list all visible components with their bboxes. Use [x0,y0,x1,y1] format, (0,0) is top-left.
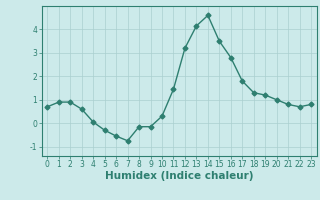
X-axis label: Humidex (Indice chaleur): Humidex (Indice chaleur) [105,171,253,181]
